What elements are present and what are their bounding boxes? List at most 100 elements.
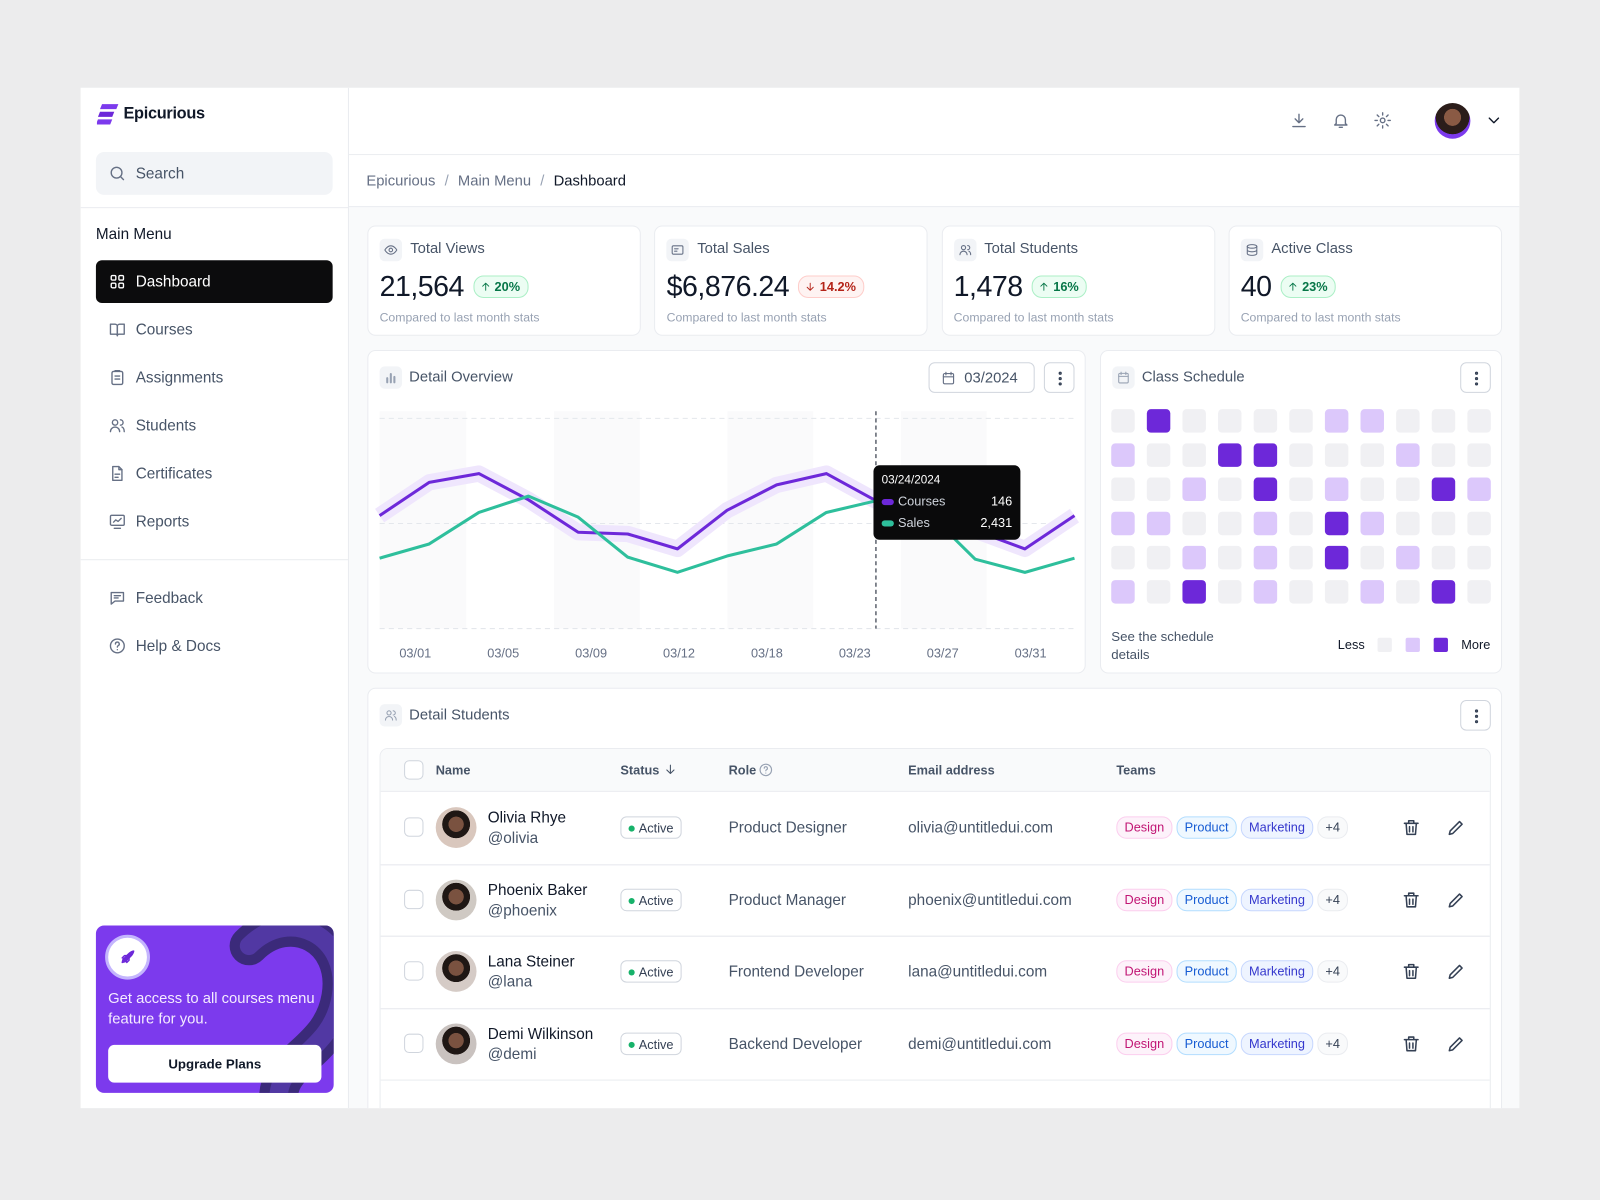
icon-part [384, 245, 398, 255]
stat-card: Active Class 40 23% Compared to last month … [1228, 225, 1502, 336]
column-header: Status [620, 763, 660, 778]
card-icon [1112, 366, 1135, 389]
breadcrumb-item[interactable]: Dashboard [553, 173, 626, 190]
user-avatar[interactable] [1434, 103, 1471, 139]
icon-part [942, 371, 955, 378]
icon-part [111, 370, 124, 386]
schedule-cell [1396, 511, 1420, 536]
more-button[interactable] [1460, 362, 1491, 393]
help2-icon[interactable] [758, 762, 773, 777]
legend-more: More [1461, 637, 1491, 653]
menu-title: Main Menu [95, 225, 172, 243]
chev-icon[interactable] [1485, 111, 1503, 129]
stat-value: 40 [1240, 270, 1272, 303]
more-button[interactable] [1043, 362, 1075, 393]
team-tags: Design Product Marketing +4 [1116, 960, 1349, 983]
users-icon [384, 708, 398, 722]
column-band [727, 411, 814, 629]
x-tick-label: 03/01 [399, 645, 431, 660]
schedule-cell [1467, 580, 1491, 604]
icon-part [1474, 376, 1479, 381]
breadcrumb-item[interactable]: Main Menu [457, 173, 532, 190]
icon-part [1448, 964, 1463, 979]
schedule-cell [1146, 409, 1171, 433]
upgrade-button[interactable]: Upgrade Plans [108, 1044, 322, 1083]
schedule-cell [1467, 545, 1491, 570]
grid-icon [108, 272, 126, 290]
search-box[interactable]: Search [95, 152, 333, 195]
tooltip-date: 03/24/2024 [882, 474, 941, 487]
checkbox[interactable] [404, 817, 424, 837]
icon-part [763, 766, 768, 774]
down-icon [804, 281, 816, 293]
icon-part [1289, 282, 1297, 291]
schedule-cell [1431, 477, 1456, 502]
trash-icon[interactable] [1401, 961, 1421, 981]
breadcrumb: Epicurious / Main Menu / Dashboard [366, 173, 626, 189]
nav-item[interactable]: Feedback [96, 577, 333, 620]
icon-part [121, 954, 130, 964]
schedule-cell [1467, 511, 1491, 536]
pencil-icon[interactable] [1446, 1033, 1466, 1053]
more-button[interactable] [1460, 699, 1491, 731]
pencil-icon[interactable] [1446, 961, 1466, 981]
schedule-cell [1431, 409, 1456, 433]
nav-item[interactable]: Dashboard [95, 260, 333, 304]
team-more: +4 [1317, 888, 1349, 911]
trash-icon[interactable] [1401, 1033, 1421, 1053]
nav-item[interactable]: Assignments [96, 356, 333, 399]
status-dot [628, 1041, 635, 1048]
icon-part [384, 710, 397, 721]
nav-item[interactable]: Courses [96, 308, 333, 351]
status-label: Active [638, 821, 674, 836]
pencil-icon[interactable] [1446, 889, 1466, 909]
stat-row: $6,876.24 14.2% [667, 270, 865, 303]
checkbox[interactable] [404, 961, 424, 981]
date-filter[interactable]: 03/2024 [928, 362, 1035, 393]
legend-swatch [1377, 637, 1392, 653]
down-icon[interactable] [663, 762, 677, 776]
separator: / [540, 173, 545, 190]
schedule-cell [1146, 477, 1171, 502]
trend-value: 20% [494, 279, 521, 294]
gear-icon[interactable] [1373, 111, 1391, 129]
download-icon[interactable] [1290, 111, 1308, 129]
schedule-cell [1182, 409, 1206, 433]
nav-label: Help & Docs [135, 637, 221, 656]
schedule-note[interactable]: See the schedule details [1111, 628, 1214, 663]
breadcrumb-item[interactable]: Epicurious [366, 173, 436, 190]
icon-part [1118, 371, 1129, 377]
nav-item[interactable]: Reports [96, 500, 333, 543]
nav-item[interactable]: Certificates [96, 452, 333, 495]
schedule-cell [1146, 511, 1171, 536]
nav-item[interactable]: Help & Docs [96, 624, 333, 667]
schedule-cell [1218, 580, 1242, 604]
bell-icon[interactable] [1332, 111, 1350, 129]
schedule-cell [1396, 580, 1420, 604]
trash-icon[interactable] [1401, 889, 1421, 909]
checkbox[interactable] [404, 760, 424, 780]
icon-part [110, 591, 125, 605]
trash-icon[interactable] [1401, 817, 1421, 837]
schedule-cell [1182, 443, 1206, 467]
checkbox[interactable] [404, 1033, 424, 1053]
schedule-cell [1289, 580, 1313, 604]
icon-part [1474, 371, 1479, 375]
icon-part [1403, 819, 1419, 836]
avatar [435, 879, 477, 920]
icon-part [97, 111, 115, 117]
checkbox[interactable] [404, 889, 424, 909]
tooltip [873, 465, 1021, 540]
status-dot [628, 825, 635, 832]
rocket-icon [118, 948, 136, 966]
icon-part [386, 372, 396, 384]
nav-item[interactable]: Students [96, 404, 333, 447]
icon-part [384, 715, 394, 721]
chart-icon [108, 512, 126, 530]
pencil-icon[interactable] [1446, 817, 1466, 837]
icon-part [1289, 282, 1297, 291]
icon-part [110, 166, 123, 179]
stat-note: Compared to last month stats [379, 310, 540, 325]
icon-part [1403, 963, 1419, 979]
